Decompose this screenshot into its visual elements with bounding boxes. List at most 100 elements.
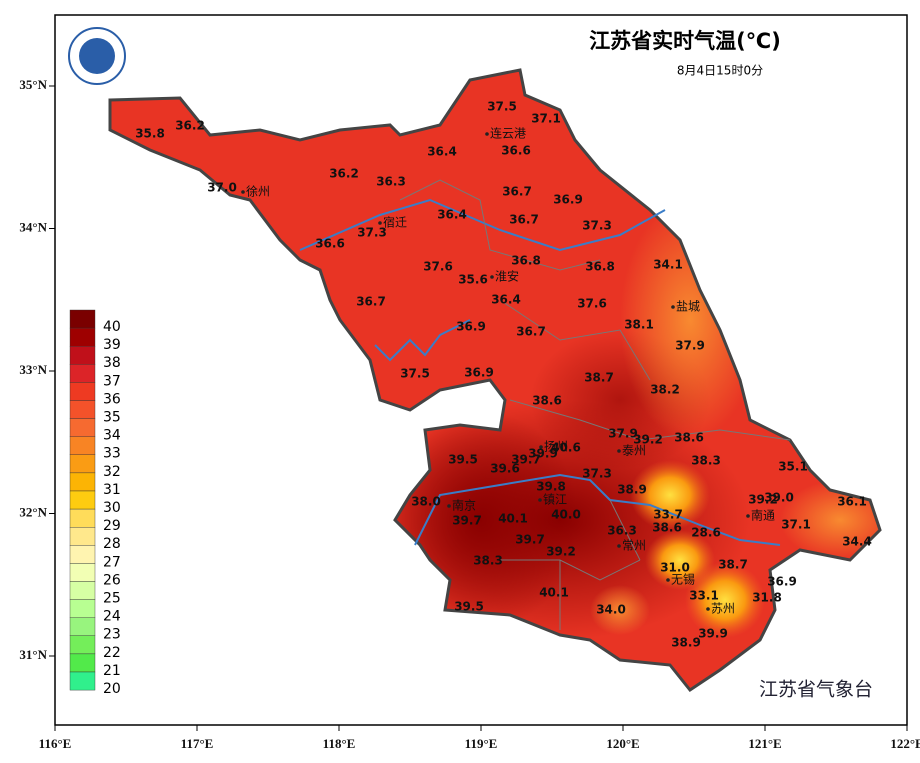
- station-value: 36.2: [175, 119, 205, 133]
- legend-label: 25: [103, 591, 121, 607]
- x-tick-label: 122°E: [890, 736, 920, 751]
- station-value: 39.5: [448, 453, 478, 467]
- x-tick-label: 117°E: [181, 736, 214, 751]
- legend-swatch: [69, 472, 96, 492]
- station-value: 39.7: [511, 453, 541, 467]
- legend-swatch: [69, 653, 96, 673]
- legend-label: 24: [103, 609, 121, 625]
- station-value: 36.9: [553, 193, 583, 207]
- city-label: 南京: [452, 498, 476, 513]
- legend-swatch: [69, 436, 96, 456]
- station-value: 40.1: [498, 512, 528, 526]
- station-value: 36.7: [502, 185, 532, 199]
- x-tick-label: 119°E: [465, 736, 498, 751]
- station-value: 35.6: [458, 273, 488, 287]
- legend-label: 23: [103, 627, 121, 643]
- station-value: 37.3: [582, 467, 612, 481]
- city-dot: [666, 578, 670, 582]
- legend-swatch: [69, 635, 96, 655]
- station-value: 33.7: [653, 508, 683, 522]
- station-value: 38.9: [617, 483, 647, 497]
- city-label: 宿迁: [383, 215, 407, 230]
- city-label: 苏州: [711, 602, 735, 616]
- station-value: 37.5: [487, 100, 517, 114]
- title: 江苏省实时气温(℃): [589, 29, 781, 53]
- station-value: 40.1: [539, 586, 569, 600]
- station-value: 39.5: [454, 600, 484, 614]
- station-value: 38.6: [532, 394, 562, 408]
- station-value: 36.8: [511, 254, 541, 268]
- legend-swatch: [69, 382, 96, 401]
- rivers: [299, 198, 781, 546]
- station-value: 39.0: [764, 491, 794, 505]
- station-value: 38.0: [411, 495, 441, 509]
- legend-label: 31: [103, 482, 121, 498]
- legend-label: 26: [103, 572, 121, 588]
- y-tick-label: 31°N: [19, 647, 47, 662]
- station-value: 36.2: [329, 167, 359, 181]
- city-dot: [746, 514, 750, 518]
- legend-label: 33: [103, 446, 121, 462]
- legend-label: 28: [103, 536, 121, 552]
- station-value: 39.9: [698, 627, 728, 641]
- station-value: 36.7: [356, 295, 386, 309]
- legend-swatch: [69, 527, 96, 546]
- station-value: 37.6: [423, 260, 453, 274]
- station-value: 36.6: [501, 144, 531, 158]
- legend-swatch: [69, 545, 96, 564]
- legend-swatch: [69, 364, 96, 383]
- station-value: 38.7: [718, 558, 748, 572]
- city-dot: [447, 504, 451, 508]
- station-value: 38.6: [652, 521, 682, 535]
- station-value: 37.9: [675, 339, 705, 353]
- legend-swatch: [69, 490, 96, 510]
- station-value: 34.4: [842, 535, 872, 549]
- station-value: 38.6: [674, 431, 704, 445]
- legend-swatch: [69, 400, 96, 419]
- station-value: 39.8: [536, 480, 566, 494]
- legend-swatch: [69, 309, 96, 329]
- city-label: 镇江: [543, 493, 567, 507]
- y-tick-label: 34°N: [19, 219, 47, 234]
- y-tick-label: 33°N: [19, 362, 47, 377]
- legend-swatch: [69, 418, 96, 437]
- station-value: 33.1: [689, 589, 719, 603]
- station-value: 37.3: [582, 219, 612, 233]
- y-tick-label: 35°N: [19, 77, 47, 92]
- logo-inner: [79, 38, 115, 74]
- city-label: 扬州: [544, 439, 568, 454]
- station-value: 37.1: [531, 112, 561, 126]
- station-value: 40.0: [551, 508, 581, 522]
- city-dot: [617, 449, 621, 453]
- legend-label: 40: [103, 319, 121, 335]
- station-value: 31.8: [752, 591, 782, 605]
- station-value: 38.9: [671, 636, 701, 650]
- station-value: 36.8: [585, 260, 615, 274]
- station-value: 37.5: [400, 367, 430, 381]
- city-label: 常州: [622, 539, 646, 553]
- station-value: 40.6: [551, 441, 581, 455]
- city-dot: [617, 544, 621, 548]
- city-dot: [706, 607, 710, 611]
- legend-label: 20: [103, 681, 121, 697]
- legend-label: 27: [103, 554, 121, 570]
- station-value: 34.1: [653, 258, 683, 272]
- station-value: 36.6: [315, 237, 345, 251]
- y-tick-label: 32°N: [19, 504, 47, 519]
- city-dot: [490, 275, 494, 279]
- city-label: 南通: [751, 508, 775, 523]
- station-value: 36.3: [376, 175, 406, 189]
- city-label: 盐城: [676, 300, 700, 314]
- city-label: 无锡: [671, 572, 695, 587]
- station-value: 38.2: [650, 383, 680, 397]
- station-value: 37.1: [781, 518, 811, 532]
- legend-swatch: [69, 581, 96, 600]
- station-value: 37.0: [207, 181, 237, 195]
- station-value: 36.3: [607, 524, 637, 538]
- station-value: 39.6: [490, 462, 520, 476]
- city-dot: [485, 132, 489, 136]
- station-value: 36.7: [516, 325, 546, 339]
- legend-label: 37: [103, 373, 121, 389]
- legend-label: 36: [103, 391, 121, 407]
